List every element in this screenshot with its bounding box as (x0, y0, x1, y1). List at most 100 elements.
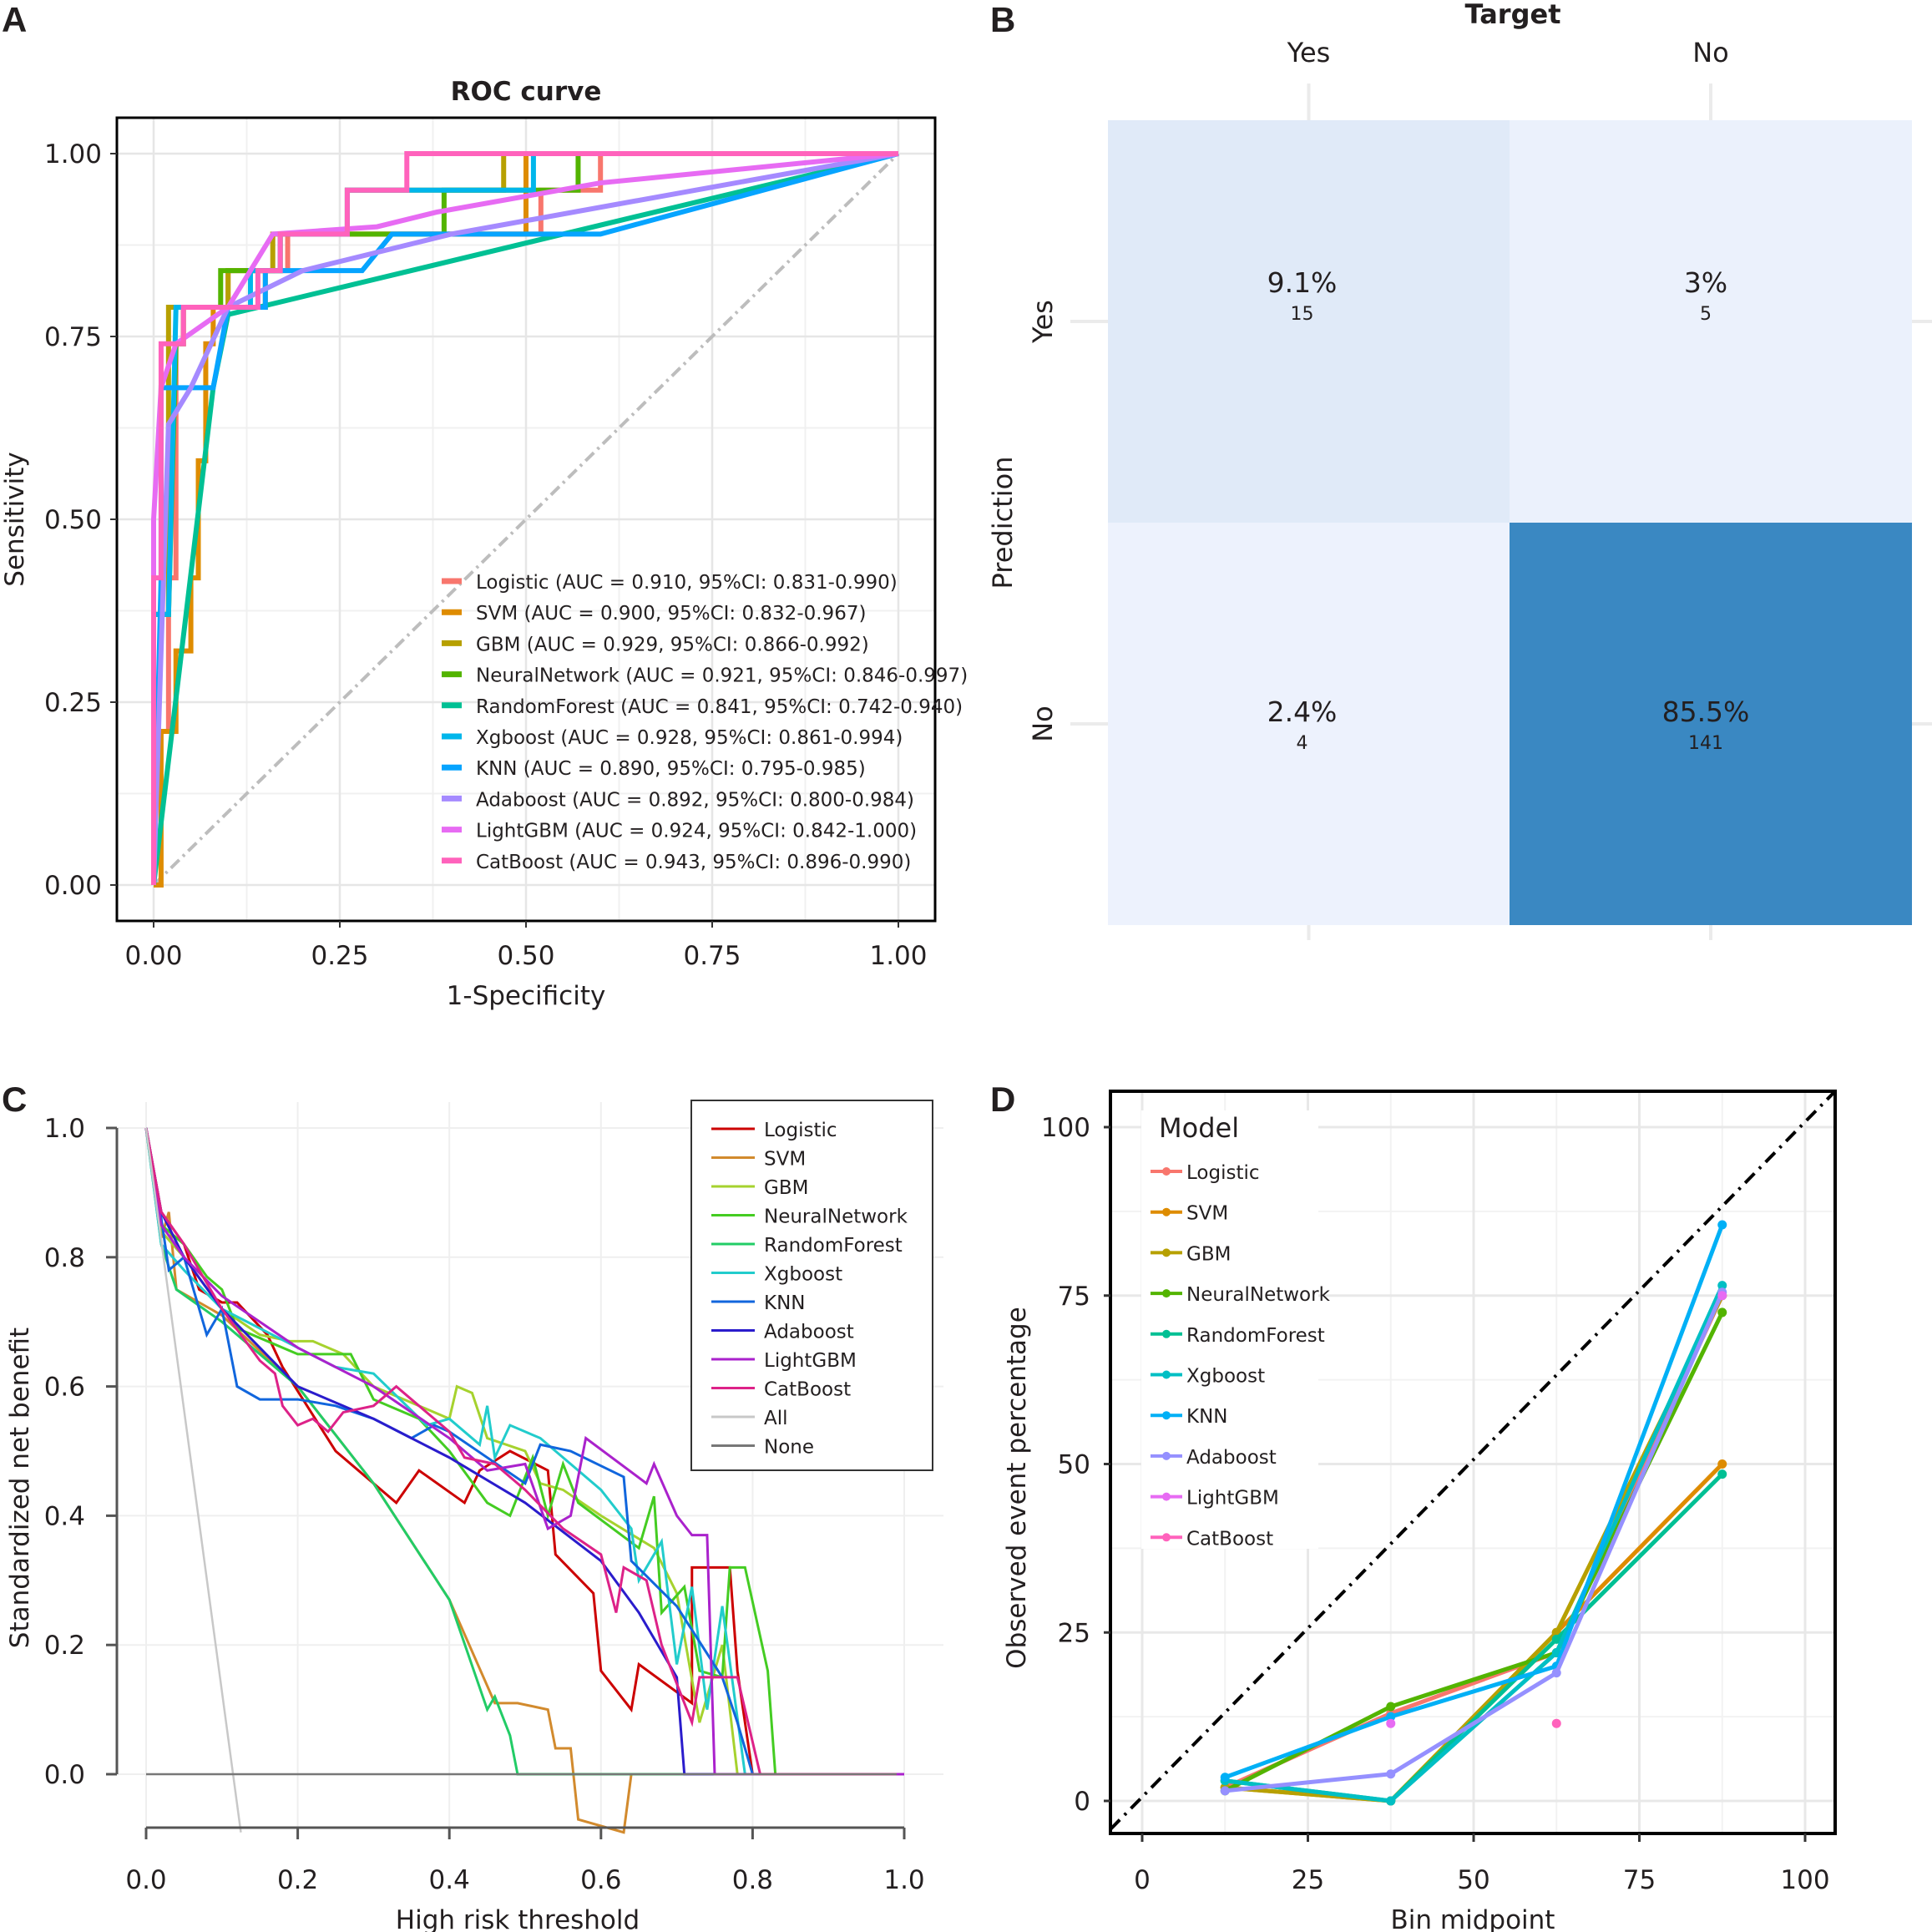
cm-cell (1510, 120, 1912, 523)
dca-legend-label: Logistic (764, 1120, 837, 1141)
dca-y-tick-label: 0.8 (44, 1243, 85, 1273)
cal-legend-label: KNN (1186, 1406, 1228, 1428)
cal-legend-label: GBM (1186, 1243, 1231, 1265)
cm-title: Target (1465, 0, 1561, 30)
confusion-matrix: Target Yes No Yes No Prediction 9.1% 15 3% 5 2.4% 4… (987, 0, 1932, 940)
cm-col-label: Yes (1287, 37, 1331, 68)
cal-x-tick-label: 75 (1623, 1865, 1656, 1895)
dca-line-gbm (144, 1127, 739, 1775)
dca-line-catboost (144, 1127, 897, 1776)
dca-line-xgboost (144, 1127, 746, 1775)
roc-y-tick-label: 0.50 (44, 505, 102, 535)
roc-legend-label: KNN (AUC = 0.890, 95%CI: 0.795-0.985) (476, 758, 866, 780)
dca-x-axis-label: High risk threshold (396, 1905, 640, 1932)
panel-label-b: B (990, 0, 1016, 39)
roc-chart: ROC curve 0.00 0.25 0.50 0.75 1.00 0.00 0.25 0.5… (0, 77, 968, 1011)
dca-x-tick-label: 0.8 (732, 1865, 773, 1895)
cal-legend-dot-adaboost (1162, 1451, 1171, 1460)
cal-y-axis-label: Observed event percentage (1002, 1307, 1032, 1669)
roc-reference-line (152, 152, 900, 887)
cal-legend-dot-svm (1162, 1207, 1171, 1216)
roc-x-tick-label: 0.00 (124, 941, 182, 971)
dca-legend-label: Xgboost (764, 1264, 842, 1286)
cal-legend-dot-knn (1162, 1411, 1171, 1420)
cm-cell (1510, 523, 1912, 925)
cal-point-xgboost (1386, 1796, 1396, 1806)
roc-legend-label: Xgboost (AUC = 0.928, 95%CI: 0.861-0.994… (476, 727, 903, 749)
calibration-chart: Model Logistic SVM GBM NeuralNetwork RandomFo… (1002, 1090, 1837, 1932)
panel-label-a: A (2, 0, 28, 39)
cal-point-lightgbm (1386, 1718, 1396, 1728)
dca-y-tick-label: 0.6 (44, 1373, 85, 1403)
roc-legend-label: RandomForest (AUC = 0.841, 95%CI: 0.742-… (476, 696, 963, 718)
cal-point-adaboost (1386, 1769, 1396, 1779)
dca-legend-label: SVM (764, 1149, 806, 1171)
dca-legend-label: Adaboost (764, 1322, 854, 1343)
cal-x-tick-label: 50 (1457, 1865, 1489, 1895)
dca-legend-label: CatBoost (764, 1379, 851, 1401)
cal-y-tick-label: 0 (1074, 1787, 1090, 1817)
roc-legend-label: NeuralNetwork (AUC = 0.921, 95%CI: 0.846… (476, 665, 968, 687)
cal-point-randomforest (1551, 1634, 1561, 1644)
dca-line-svm (144, 1127, 633, 1834)
cm-cell-count: 141 (1688, 733, 1723, 754)
cal-legend: Model Logistic SVM GBM NeuralNetwork RandomFo… (1141, 1110, 1331, 1550)
cal-x-tick-label: 25 (1292, 1865, 1324, 1895)
cm-cell-count: 4 (1297, 733, 1308, 754)
cm-cell (1108, 120, 1510, 523)
cm-row-label: Yes (1027, 300, 1059, 344)
dca-chart: 0.0 0.2 0.4 0.6 0.8 1.0 0.0 0.2 0.4 0.6 0.8 1.0 High… (5, 1100, 943, 1932)
cm-cell-count: 15 (1291, 304, 1314, 325)
cal-point-knn (1386, 1712, 1396, 1722)
roc-legend-label: Adaboost (AUC = 0.892, 95%CI: 0.800-0.98… (476, 789, 914, 811)
roc-legend-label: LightGBM (AUC = 0.924, 95%CI: 0.842-1.00… (476, 821, 917, 842)
cal-legend-label: LightGBM (1186, 1488, 1279, 1510)
roc-legend-label: CatBoost (AUC = 0.943, 95%CI: 0.896-0.99… (476, 852, 911, 873)
cal-line-adaboost (1224, 1291, 1725, 1793)
dca-y-tick-label: 1.0 (44, 1114, 85, 1144)
cal-legend-dot-randomforest (1162, 1329, 1171, 1338)
cal-line-xgboost (1224, 1284, 1725, 1803)
dca-y-tick-label: 0.0 (44, 1760, 85, 1790)
roc-x-tick-label: 0.75 (683, 941, 741, 971)
cal-y-tick-label: 100 (1041, 1113, 1090, 1143)
cal-legend-label: SVM (1186, 1203, 1228, 1225)
cm-cell-percent: 85.5% (1662, 695, 1750, 728)
cal-reference-line (1109, 1090, 1837, 1831)
cal-y-tick-label: 75 (1058, 1282, 1090, 1312)
dca-line-randomforest (144, 1127, 904, 1776)
dca-x-tick-label: 0.2 (277, 1865, 318, 1895)
cm-cell-percent: 9.1% (1267, 266, 1338, 299)
cal-legend-dot-neuralnetwork (1162, 1289, 1171, 1298)
cal-legend-dot-catboost (1162, 1533, 1171, 1542)
roc-line-adaboost (151, 151, 899, 886)
cal-legend-label: CatBoost (1186, 1528, 1273, 1550)
cm-cell (1108, 523, 1510, 925)
dca-line-neuralnetwork (144, 1127, 777, 1775)
dca-x-tick-label: 1.0 (883, 1865, 924, 1895)
cal-line-knn (1224, 1224, 1725, 1780)
cal-point-svm (1717, 1459, 1727, 1469)
roc-legend-label: Logistic (AUC = 0.910, 95%CI: 0.831-0.99… (476, 572, 898, 594)
dca-x-tick-label: 0.0 (125, 1865, 166, 1895)
dca-legend-label: NeuralNetwork (764, 1206, 908, 1228)
dca-y-axis-label: Standardized net benefit (5, 1328, 35, 1648)
roc-y-tick-label: 0.25 (44, 688, 102, 718)
cal-point-catboost (1551, 1718, 1561, 1728)
roc-y-tick-label: 0.00 (44, 871, 102, 901)
cal-point-lightgbm (1717, 1291, 1727, 1301)
cal-legend-label: RandomForest (1186, 1325, 1325, 1347)
roc-line-catboost (151, 151, 898, 885)
cal-legend-dot-logistic (1162, 1167, 1171, 1176)
dca-x-tick-label: 0.6 (580, 1865, 621, 1895)
dca-legend-label: GBM (764, 1177, 808, 1199)
cm-y-axis-label: Prediction (987, 457, 1019, 589)
roc-x-tick-label: 1.00 (869, 941, 927, 971)
cal-legend-dot-gbm (1162, 1248, 1171, 1257)
cal-legend-dot-xgboost (1162, 1370, 1171, 1379)
dca-legend-label: LightGBM (764, 1350, 857, 1372)
cal-series-adaboost (1220, 1287, 1727, 1796)
cal-point-adaboost (1551, 1668, 1561, 1678)
roc-legend-label: SVM (AUC = 0.900, 95%CI: 0.832-0.967) (476, 603, 866, 625)
cm-row-label: No (1027, 706, 1059, 742)
